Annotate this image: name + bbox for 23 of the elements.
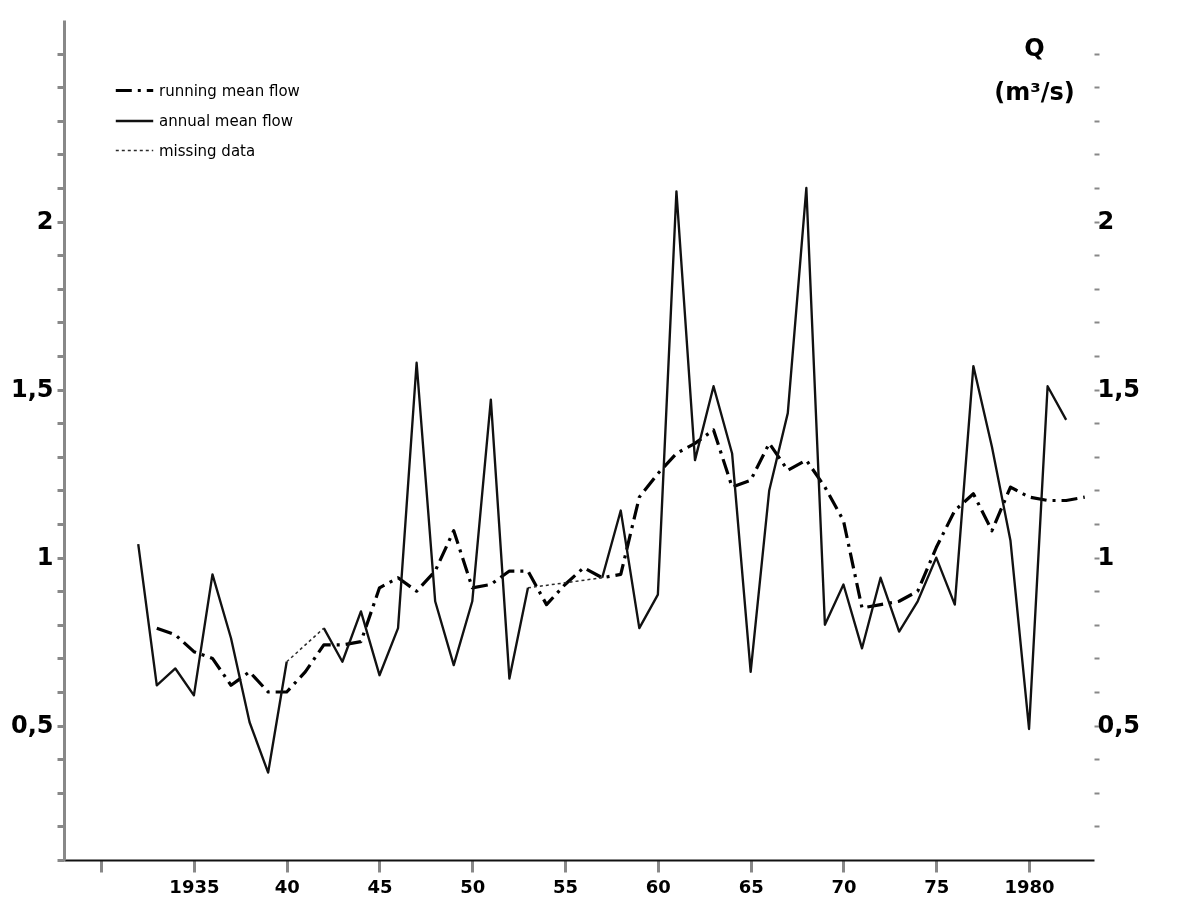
y-tick-label: 1,5 <box>10 375 54 404</box>
x-tick-label: 50 <box>460 875 486 897</box>
legend-label: running mean flow <box>159 81 300 100</box>
x-tick-label: 40 <box>274 875 300 897</box>
x-tick-label: 45 <box>367 875 393 897</box>
x-tick-label: 55 <box>553 875 579 897</box>
y2-tick-label: 1,5 <box>1097 375 1141 404</box>
y2-tick-label: 1 <box>1097 543 1115 572</box>
y2-tick-label: 2 <box>1097 207 1115 236</box>
x-tick-label: 65 <box>738 875 764 897</box>
y-tick-label: 2 <box>36 207 54 236</box>
legend-label: annual mean flow <box>159 112 294 130</box>
legend-label: missing data <box>159 141 256 160</box>
y-tick-label: 0,5 <box>10 711 54 740</box>
x-tick-label: 1980 <box>1004 875 1055 897</box>
y-tick-label: 1 <box>36 543 54 572</box>
y2-axis-title: Q (m³/s) <box>994 33 1075 106</box>
x-tick-label: 1935 <box>169 875 220 897</box>
x-tick-label: 75 <box>924 875 950 897</box>
x-tick-label: 70 <box>831 875 857 897</box>
x-tick-label: 60 <box>645 875 671 897</box>
line-series <box>155 428 1087 694</box>
y2-tick-label: 0,5 <box>1097 711 1141 740</box>
